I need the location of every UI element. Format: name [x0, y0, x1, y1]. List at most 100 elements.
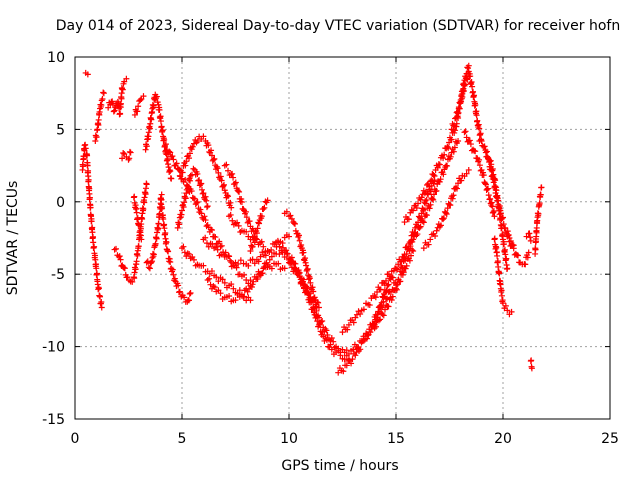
data-point	[226, 293, 233, 300]
data-point	[110, 108, 117, 115]
data-point	[489, 203, 496, 210]
data-point	[95, 116, 102, 123]
data-point	[451, 129, 458, 136]
data-point	[470, 88, 477, 95]
data-point	[536, 200, 543, 207]
data-point	[527, 237, 534, 244]
data-point	[423, 196, 430, 203]
data-point	[419, 218, 426, 225]
y-tick-label: -10	[42, 340, 65, 356]
data-point	[525, 249, 532, 256]
data-point	[235, 260, 242, 267]
data-point	[287, 212, 294, 219]
data-point	[295, 232, 302, 239]
data-point	[314, 299, 321, 306]
data-point	[504, 228, 511, 235]
data-point	[450, 192, 457, 199]
data-point	[186, 251, 193, 258]
data-point	[205, 243, 212, 250]
data-point	[425, 241, 432, 248]
data-point	[218, 177, 225, 184]
data-point	[86, 194, 93, 201]
data-point	[394, 266, 401, 273]
data-point	[86, 185, 93, 192]
data-point	[119, 155, 126, 162]
data-point	[328, 334, 335, 341]
data-point	[420, 207, 427, 214]
data-point	[485, 154, 492, 161]
data-point	[152, 240, 159, 247]
data-point	[497, 215, 504, 222]
data-point	[323, 336, 330, 343]
data-point	[99, 95, 106, 102]
data-point	[204, 203, 211, 210]
data-point	[428, 177, 435, 184]
data-point	[234, 219, 241, 226]
data-point	[157, 195, 164, 202]
data-point	[483, 148, 490, 155]
data-point	[214, 165, 221, 172]
data-point	[350, 319, 357, 326]
data-point	[117, 256, 124, 263]
data-point	[492, 177, 499, 184]
data-point	[92, 137, 99, 144]
data-point	[276, 243, 283, 250]
data-point	[397, 268, 404, 275]
data-point	[375, 308, 382, 315]
data-point	[258, 238, 265, 245]
data-point	[452, 127, 459, 134]
data-point	[214, 246, 221, 253]
data-point	[208, 226, 215, 233]
data-point	[330, 338, 337, 345]
data-point	[247, 248, 254, 255]
data-point	[504, 307, 511, 314]
data-point	[343, 347, 350, 354]
data-point	[217, 290, 224, 297]
data-point	[324, 332, 331, 339]
data-point	[379, 311, 386, 318]
data-point	[280, 244, 287, 251]
data-point	[105, 104, 112, 111]
data-point	[494, 197, 501, 204]
data-point	[471, 92, 478, 99]
data-point	[227, 199, 234, 206]
data-point	[193, 199, 200, 206]
data-point	[161, 225, 168, 232]
data-point	[134, 108, 141, 115]
data-point	[378, 304, 385, 311]
data-point	[268, 253, 275, 260]
data-point	[265, 261, 272, 268]
data-point	[430, 191, 437, 198]
data-point	[246, 218, 253, 225]
data-point	[194, 170, 201, 177]
data-point	[368, 326, 375, 333]
data-point	[335, 347, 342, 354]
data-point	[477, 136, 484, 143]
data-point	[225, 167, 232, 174]
data-point	[253, 230, 260, 237]
data-point	[482, 180, 489, 187]
data-point	[95, 122, 102, 129]
data-point	[299, 278, 306, 285]
data-point	[488, 161, 495, 168]
data-point	[498, 225, 505, 232]
data-point	[187, 177, 194, 184]
data-point	[288, 215, 295, 222]
data-point	[238, 199, 245, 206]
data-point	[410, 236, 417, 243]
data-point	[200, 133, 207, 140]
data-point	[155, 220, 162, 227]
data-point	[380, 294, 387, 301]
data-point	[485, 185, 492, 192]
data-point	[251, 233, 258, 240]
data-point	[199, 190, 206, 197]
data-point	[490, 207, 497, 214]
data-point	[339, 329, 346, 336]
data-point	[181, 249, 188, 256]
data-point	[245, 262, 252, 269]
data-point	[88, 218, 95, 225]
data-point	[352, 352, 359, 359]
data-point	[283, 247, 290, 254]
data-point	[426, 183, 433, 190]
data-point	[343, 352, 350, 359]
